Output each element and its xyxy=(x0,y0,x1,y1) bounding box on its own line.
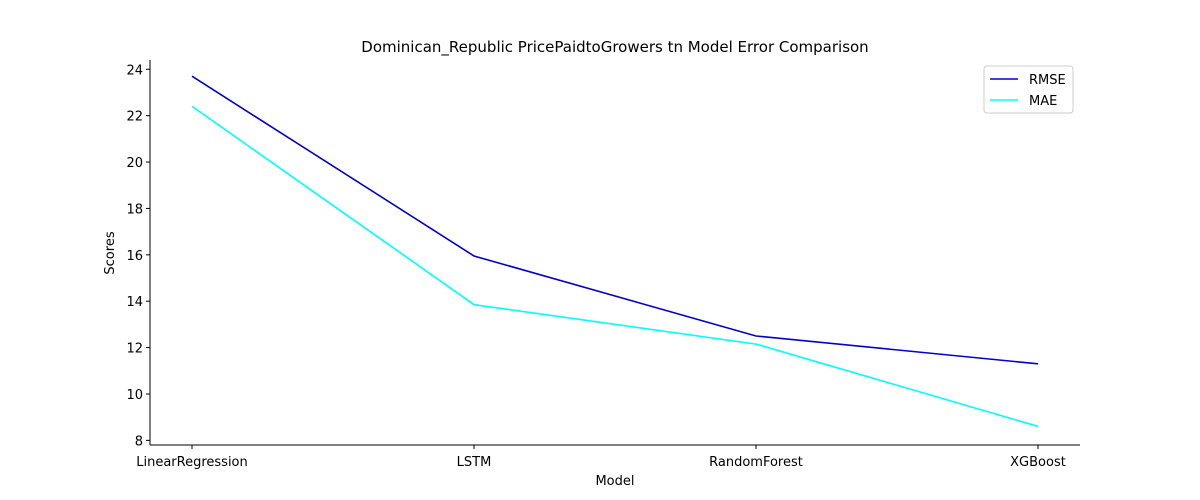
legend-box xyxy=(983,65,1074,114)
y-tick-label: 20 xyxy=(126,156,143,171)
x-axis-title: Model xyxy=(595,474,634,489)
series-line-rmse xyxy=(191,75,1039,365)
y-tick-label: 12 xyxy=(126,342,143,357)
legend: RMSE MAE xyxy=(983,65,1074,114)
x-tick-label: XGBoost xyxy=(1010,455,1066,470)
y-axis-title: Scores xyxy=(103,231,118,274)
x-ticks: LinearRegression LSTM RandomForest XGBoost xyxy=(136,445,1066,470)
x-tick-label: LSTM xyxy=(457,455,492,470)
series-lines xyxy=(191,75,1039,428)
chart-title: Dominican_Republic PricePaidtoGrowers tn… xyxy=(361,38,868,57)
y-tick-label: 22 xyxy=(126,110,143,125)
y-tick-label: 8 xyxy=(135,434,143,449)
legend-label-rmse: RMSE xyxy=(1029,73,1066,88)
y-tick-label: 10 xyxy=(126,388,143,403)
axes xyxy=(149,60,1080,446)
y-ticks: 8 10 12 14 16 18 20 22 24 xyxy=(126,63,150,449)
x-tick-label: LinearRegression xyxy=(136,455,248,470)
x-tick-label: RandomForest xyxy=(709,455,803,470)
y-tick-label: 14 xyxy=(126,295,143,310)
y-tick-label: 18 xyxy=(126,202,143,217)
y-tick-label: 16 xyxy=(126,249,143,264)
y-tick-label: 24 xyxy=(126,63,143,78)
legend-label-mae: MAE xyxy=(1029,94,1057,109)
series-line-mae xyxy=(191,105,1039,428)
